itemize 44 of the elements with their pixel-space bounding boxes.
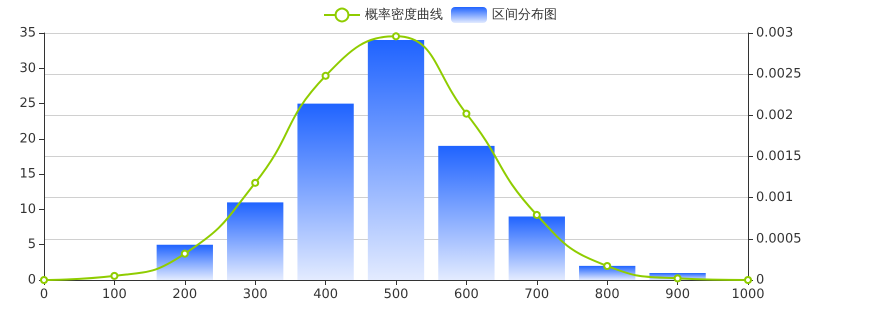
y2-tick-label: 0.0005 — [756, 231, 802, 246]
y-tick-label: 15 — [19, 166, 36, 182]
x-tick-label: 500 — [384, 287, 408, 302]
x-tick-label: 1000 — [731, 287, 765, 302]
x-tick-label: 600 — [454, 287, 479, 302]
x-tick-label: 800 — [594, 287, 620, 302]
bar — [438, 146, 495, 280]
legend-label: 概率密度曲线 — [365, 6, 443, 22]
bar — [368, 40, 424, 280]
y-tick-label: 0 — [28, 272, 36, 288]
y-tick-label: 30 — [19, 60, 36, 76]
y-tick-label: 5 — [28, 237, 36, 252]
point — [322, 72, 330, 80]
point — [462, 110, 470, 118]
y-tick-label: 10 — [19, 202, 36, 217]
point — [110, 272, 118, 280]
y2-tick-label: 0.0015 — [756, 149, 802, 164]
bar — [297, 104, 354, 280]
y2-tick-label: 0.002 — [756, 108, 794, 123]
y2-tick-label: 0.001 — [756, 190, 794, 206]
bar — [508, 216, 565, 280]
y-tick-label: 20 — [19, 131, 36, 146]
legend-label: 区间分布图 — [492, 8, 557, 22]
x-tick-label: 300 — [242, 287, 268, 302]
y2-tick-label: 0.003 — [756, 26, 794, 40]
point — [674, 274, 682, 282]
bar — [227, 202, 284, 280]
point — [251, 178, 260, 187]
y2-tick-label: 0.0025 — [756, 66, 802, 82]
y-tick-label: 25 — [19, 96, 36, 112]
point — [603, 262, 612, 270]
x-tick-label: 100 — [102, 287, 127, 302]
y2-tick-label: 0 — [756, 272, 764, 288]
y-tick-label: 35 — [19, 26, 36, 40]
bar — [579, 266, 636, 280]
point — [180, 250, 189, 258]
x-tick-label: 0 — [40, 287, 48, 302]
x-tick-label: 900 — [665, 287, 690, 302]
point — [532, 210, 541, 219]
x-tick-label: 400 — [313, 287, 338, 302]
x-tick-label: 200 — [172, 287, 198, 302]
bar — [156, 244, 213, 280]
x-tick-label: 700 — [524, 287, 550, 302]
point — [392, 32, 400, 40]
